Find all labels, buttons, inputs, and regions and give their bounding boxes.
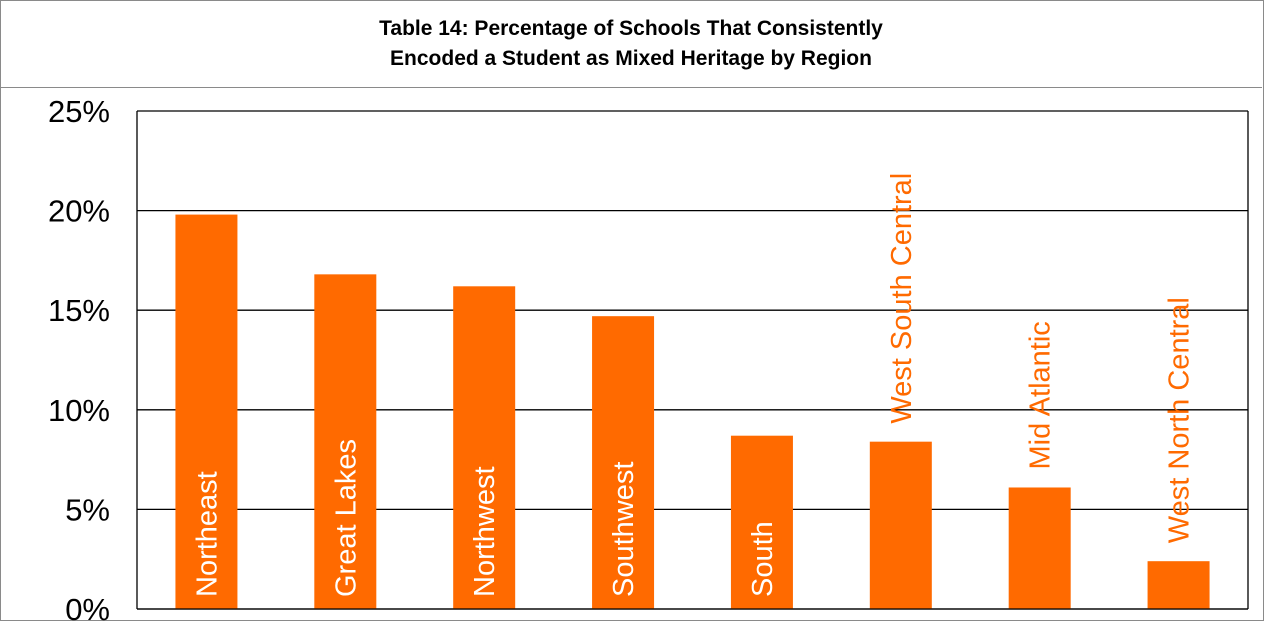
chart-title-line1: Table 14: Percentage of Schools That Con… <box>379 16 883 40</box>
bar-label: Southwest <box>608 462 640 597</box>
bar <box>1008 487 1071 609</box>
bar-label: West North Central <box>1164 297 1196 543</box>
y-tick-label: 20% <box>48 194 110 229</box>
bar <box>1147 561 1210 609</box>
y-tick-label: 10% <box>48 393 110 428</box>
y-tick-label: 0% <box>65 592 110 621</box>
y-tick-label: 5% <box>65 492 110 527</box>
bar <box>730 435 793 609</box>
bar-label: Mid Atlantic <box>1025 321 1057 469</box>
bar-label: Great Lakes <box>330 439 362 597</box>
y-tick-label: 15% <box>48 293 110 328</box>
bar-label: Northwest <box>469 466 501 597</box>
chart-title: Table 14: Percentage of Schools That Con… <box>0 0 1262 88</box>
bar-label: Northeast <box>191 471 223 597</box>
bar <box>869 441 932 609</box>
bar-label: South <box>747 521 779 597</box>
bar <box>175 214 238 610</box>
bar <box>453 286 516 609</box>
y-tick-label: 25% <box>48 94 110 129</box>
bar <box>314 274 377 609</box>
chart-title-line2: Encoded a Student as Mixed Heritage by R… <box>390 46 872 70</box>
bar-label: West South Central <box>886 173 918 424</box>
bar <box>592 316 655 609</box>
